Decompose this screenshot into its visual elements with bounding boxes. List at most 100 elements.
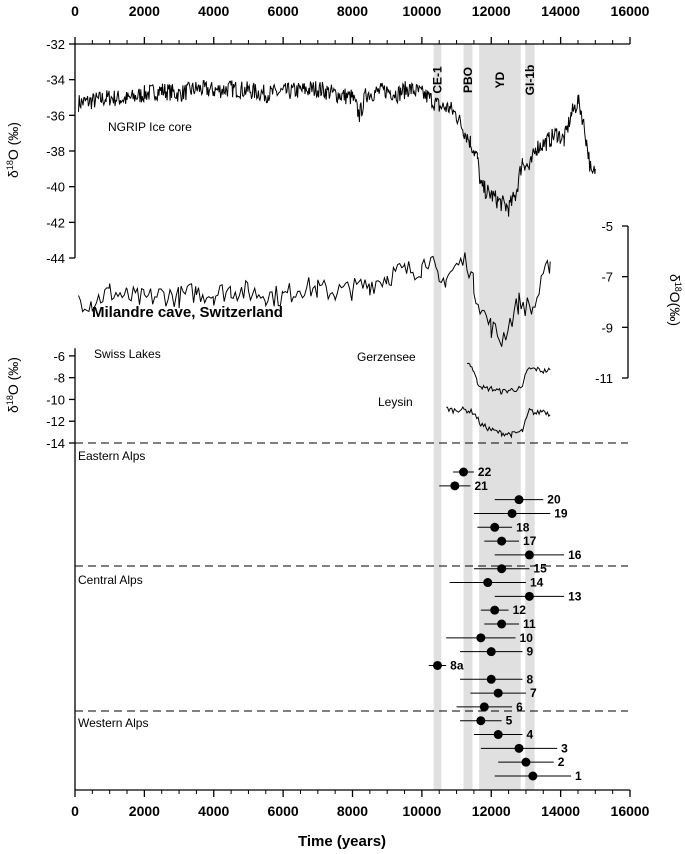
moraine-point xyxy=(490,522,500,532)
lakes-label: Swiss Lakes xyxy=(94,347,161,361)
moraine-point-label: 5 xyxy=(506,714,513,728)
region-label: Western Alps xyxy=(78,716,148,730)
band-label: YD xyxy=(493,71,507,88)
ngrip-y-tick-label: -40 xyxy=(46,180,65,195)
moraine-point-label: 22 xyxy=(478,465,492,479)
lakes-y-tick-label: -14 xyxy=(46,436,65,451)
moraine-point xyxy=(514,743,524,753)
band-label: PBO xyxy=(461,67,475,93)
ngrip-y-axis-title: δ18O (‰) xyxy=(5,122,21,178)
moraine-point xyxy=(528,771,538,781)
bottom-x-tick-label: 10000 xyxy=(402,803,441,819)
lakes-y-tick-label: -12 xyxy=(46,414,65,429)
top-x-tick-label: 4000 xyxy=(198,3,229,19)
x-axis-title: Time (years) xyxy=(298,833,386,850)
top-x-tick-label: 10000 xyxy=(402,3,441,19)
moraine-point-label: 18 xyxy=(516,520,530,534)
band-pbo xyxy=(463,44,473,790)
moraine-point-label: 21 xyxy=(474,479,488,493)
moraine-point-label: 20 xyxy=(547,493,561,507)
bottom-x-tick-label: 8000 xyxy=(337,803,368,819)
moraine-point-label: 2 xyxy=(558,755,565,769)
band-label: CE-1 xyxy=(430,66,444,94)
band-label: GI-1b xyxy=(523,65,537,96)
moraine-point-label: 6 xyxy=(516,700,523,714)
milandre-y-tick-label: -7 xyxy=(601,270,613,285)
ngrip-y-tick-label: -36 xyxy=(46,108,65,123)
bottom-x-tick-label: 14000 xyxy=(541,803,580,819)
leysin-label: Leysin xyxy=(378,395,413,409)
moraine-point xyxy=(459,467,468,477)
moraine-point xyxy=(497,619,507,629)
moraine-point-label: 19 xyxy=(554,506,568,520)
milandre-y-tick-label: -11 xyxy=(595,371,613,386)
moraine-point xyxy=(524,591,534,601)
moraine-point-label: 15 xyxy=(533,562,547,576)
band-ce-1 xyxy=(433,44,442,790)
top-x-tick-label: 16000 xyxy=(611,3,650,19)
moraine-point-label: 12 xyxy=(513,603,527,617)
ngrip-label: NGRIP Ice core xyxy=(108,120,192,134)
moraine-point xyxy=(493,730,503,740)
moraine-point-label: 13 xyxy=(568,589,582,603)
lakes-y-tick-label: -8 xyxy=(53,371,65,386)
moraine-point-label: 14 xyxy=(530,576,544,590)
top-x-tick-label: 6000 xyxy=(268,3,299,19)
lakes-y-tick-label: -6 xyxy=(53,349,65,364)
region-label: Eastern Alps xyxy=(78,449,145,463)
moraine-point xyxy=(521,757,531,767)
gerzensee-label: Gerzensee xyxy=(357,350,416,364)
moraine-point-label: 16 xyxy=(568,548,582,562)
bottom-x-tick-label: 12000 xyxy=(472,803,511,819)
moraine-point-label: 1 xyxy=(575,769,582,783)
moraine-point-label: 8 xyxy=(526,672,533,686)
moraine-point-label: 10 xyxy=(520,631,534,645)
bottom-x-tick-label: 2000 xyxy=(129,803,160,819)
top-x-tick-label: 8000 xyxy=(337,3,368,19)
text-labels: CE-1 PBO YD GI-1b0 2000 4000 6000 8000 10000 1200… xyxy=(5,3,683,819)
data-series xyxy=(78,80,596,781)
moraine-point xyxy=(490,605,500,615)
top-x-tick-label: 14000 xyxy=(541,3,580,19)
moraine-point xyxy=(483,578,493,588)
lakes-y-axis-title: δ18O (‰) xyxy=(5,357,21,413)
ngrip-y-tick-label: -42 xyxy=(46,215,65,230)
moraine-point xyxy=(476,716,486,726)
moraine-point xyxy=(493,688,503,698)
milandre-y-tick-label: -9 xyxy=(601,320,613,335)
ngrip-y-tick-label: -38 xyxy=(46,144,65,159)
moraine-point-label: 17 xyxy=(523,534,537,548)
bottom-x-tick-label: 4000 xyxy=(198,803,229,819)
ngrip-y-tick-label: -44 xyxy=(46,251,65,266)
band-gi-1b xyxy=(525,44,535,790)
lake-series-line-leysin xyxy=(446,405,551,439)
moraine-point xyxy=(479,702,489,712)
moraine-point xyxy=(524,550,534,560)
top-x-tick-label: 0 xyxy=(71,3,79,19)
lakes-y-tick-label: -10 xyxy=(46,392,65,407)
moraine-point xyxy=(450,481,460,491)
bottom-x-tick-label: 16000 xyxy=(611,803,650,819)
moraine-point-label: 4 xyxy=(526,728,533,742)
moraine-point xyxy=(486,647,496,657)
moraine-point xyxy=(497,536,507,546)
climate-event-bands xyxy=(433,44,535,790)
lake-series-line-gerzensee xyxy=(466,362,551,395)
moraine-point xyxy=(486,674,496,684)
top-x-tick-label: 2000 xyxy=(129,3,160,19)
moraine-point-label: 8a xyxy=(450,658,464,672)
moraine-point-label: 11 xyxy=(523,617,536,631)
moraine-point xyxy=(432,660,442,670)
moraine-point-label: 7 xyxy=(530,686,537,700)
moraine-point xyxy=(497,564,507,574)
moraine-point xyxy=(476,633,486,643)
milandre-series-line xyxy=(78,252,551,347)
moraine-point-label: 9 xyxy=(526,645,533,659)
moraine-point xyxy=(507,508,517,518)
ngrip-y-tick-label: -32 xyxy=(46,37,65,52)
axes xyxy=(69,37,631,797)
band-yd xyxy=(479,44,521,790)
top-x-tick-label: 12000 xyxy=(472,3,511,19)
moraine-point xyxy=(514,495,524,505)
